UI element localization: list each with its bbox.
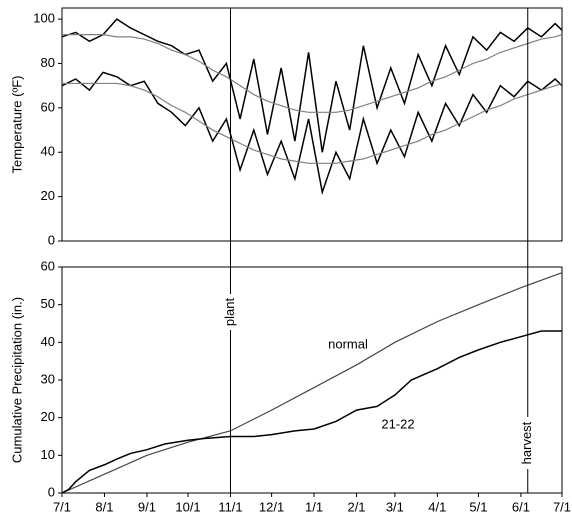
y-tick-label: 10 <box>41 447 55 462</box>
y-tick-label: 40 <box>41 144 55 159</box>
x-tick-label: 6/1 <box>512 499 530 514</box>
x-tick-label: 8/1 <box>95 499 113 514</box>
event-label-bg <box>519 417 536 469</box>
series-line <box>61 18 563 153</box>
event-label-bg <box>222 294 239 330</box>
series-line <box>62 82 563 164</box>
y-tick-label: 0 <box>48 232 55 247</box>
y-tick-label: 30 <box>41 371 55 386</box>
y-tick-label: 60 <box>41 99 55 114</box>
series-line <box>61 272 563 494</box>
x-tick-label: 9/1 <box>138 499 156 514</box>
y-axis-label: Temperature (ºF) <box>9 76 24 174</box>
x-tick-label: 10/1 <box>175 499 200 514</box>
series-label: normal <box>328 336 368 351</box>
y-tick-label: 80 <box>41 55 55 70</box>
x-tick-label: 7/1 <box>53 499 71 514</box>
event-label: harvest <box>519 421 534 464</box>
y-tick-label: 20 <box>41 188 55 203</box>
x-tick-label: 2/1 <box>347 499 365 514</box>
y-tick-label: 20 <box>41 409 55 424</box>
y-tick-label: 50 <box>41 296 55 311</box>
y-tick-label: 40 <box>41 334 55 349</box>
x-tick-label: 5/1 <box>469 499 487 514</box>
plot-frame <box>61 7 563 242</box>
series-line <box>61 71 563 196</box>
y-tick-label: 100 <box>33 11 55 26</box>
y-axis-label: Cumulative Precipitation (in.) <box>9 297 24 463</box>
x-tick-label: 4/1 <box>428 499 446 514</box>
x-tick-label: 3/1 <box>386 499 404 514</box>
event-label: plant <box>222 298 237 327</box>
series-line <box>62 34 563 113</box>
y-tick-label: 0 <box>48 484 55 499</box>
y-tick-label: 60 <box>41 258 55 273</box>
x-tick-label: 1/1 <box>305 499 323 514</box>
x-tick-label: 11/1 <box>218 499 242 514</box>
series-label: 21-22 <box>381 416 414 431</box>
series-line <box>61 330 562 494</box>
x-tick-label: 7/1 <box>553 499 571 514</box>
x-tick-label: 12/1 <box>259 499 284 514</box>
